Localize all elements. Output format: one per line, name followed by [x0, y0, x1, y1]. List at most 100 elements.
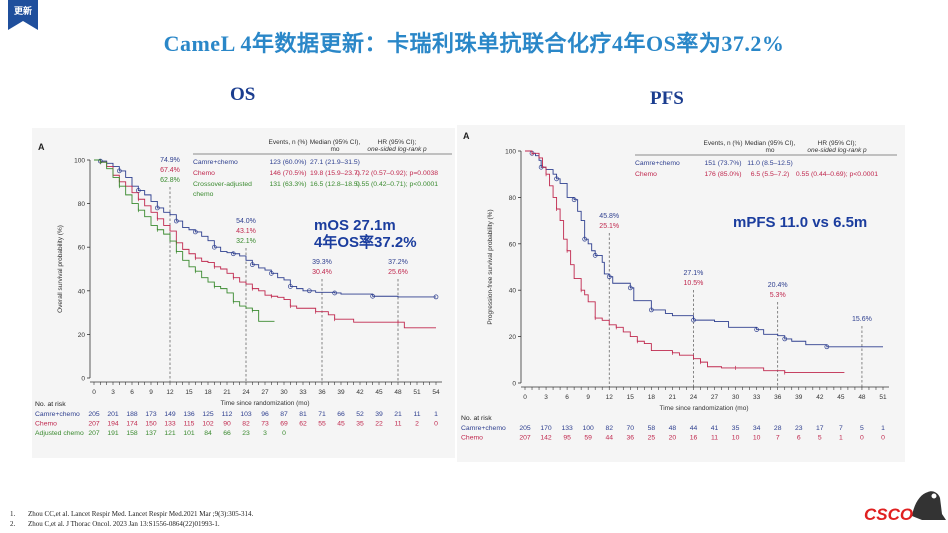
at-risk-value: 102	[202, 421, 214, 428]
at-risk-value: 87	[280, 411, 288, 418]
at-risk-value: 20	[669, 435, 677, 442]
censor-mark	[192, 229, 198, 235]
x-tick-label: 27	[711, 394, 719, 401]
x-tick-label: 9	[586, 394, 590, 401]
censor-mark	[433, 294, 439, 300]
at-risk-value: 142	[540, 435, 552, 442]
x-tick-label: 27	[261, 389, 269, 396]
censor-mark	[332, 290, 338, 296]
censor-mark	[173, 218, 179, 224]
landmark-label: 27.1%	[684, 270, 704, 277]
at-risk-value: 101	[183, 430, 195, 437]
landmark-label: 25.1%	[599, 223, 619, 230]
at-risk-value: 207	[88, 421, 100, 428]
at-risk-value: 82	[242, 421, 250, 428]
censor-mark	[754, 327, 759, 332]
censor-mark	[211, 244, 217, 250]
at-risk-value: 52	[356, 411, 364, 418]
at-risk-row-name: Chemo	[461, 435, 483, 442]
table-header-median-unit: mo	[765, 147, 774, 154]
x-tick-label: 12	[606, 394, 614, 401]
reference-text: Zhou CC,et al. Lancet Respir Med. Lancet…	[28, 510, 254, 518]
at-risk-value: 133	[561, 425, 573, 432]
censor-mark	[554, 176, 559, 182]
table-header-events: Events, n (%)	[703, 140, 742, 147]
km-curve-adjusted	[94, 159, 275, 322]
at-risk-value: 66	[223, 430, 231, 437]
x-axis-label: Time since randomization (mo)	[221, 400, 310, 407]
landmark-label: 43.1%	[236, 228, 256, 235]
landmark-label: 74.9%	[160, 157, 180, 164]
page-title: CameL 4年数据更新：卡瑞利珠单抗联合化疗4年OS率为37.2%	[163, 31, 785, 56]
x-tick-label: 12	[166, 389, 174, 396]
x-tick-label: 54	[432, 389, 440, 396]
x-tick-label: 39	[337, 389, 345, 396]
table-header-hr: HR (95% CI);	[818, 140, 857, 147]
at-risk-value: 34	[753, 425, 761, 432]
x-tick-label: 9	[149, 389, 153, 396]
censor-mark	[592, 253, 598, 258]
x-tick-label: 21	[669, 394, 677, 401]
landmark-label: 45.8%	[599, 213, 619, 220]
censor-mark	[582, 236, 588, 242]
at-risk-value: 125	[202, 411, 214, 418]
table-header-median: Median (95% CI),	[310, 139, 361, 146]
landmark-label: 39.3%	[312, 259, 332, 266]
table-row-median: 27.1 (21.9–31.5)	[310, 159, 360, 166]
censor-mark	[627, 285, 633, 291]
at-risk-value: 22	[375, 421, 383, 428]
x-tick-label: 48	[394, 389, 402, 396]
table-row-events: 176 (85.0%)	[704, 171, 741, 178]
at-risk-value: 82	[605, 425, 613, 432]
at-risk-value: 100	[583, 425, 595, 432]
at-risk-value: 39	[375, 411, 383, 418]
reference-text: Zhou C,et al. J Thorac Oncol. 2023 Jan 1…	[28, 520, 220, 528]
y-tick-label: 100	[74, 158, 85, 165]
at-risk-value: 28	[774, 425, 782, 432]
censor-mark	[268, 271, 274, 276]
x-tick-label: 6	[565, 394, 569, 401]
x-tick-label: 45	[837, 394, 845, 401]
at-risk-value: 0	[282, 430, 286, 437]
at-risk-value: 96	[261, 411, 269, 418]
at-risk-value: 62	[299, 421, 307, 428]
at-risk-value: 174	[126, 421, 138, 428]
y-tick-label: 0	[512, 381, 516, 388]
at-risk-value: 121	[164, 430, 176, 437]
at-risk-value: 1	[434, 411, 438, 418]
at-risk-value: 58	[648, 425, 656, 432]
at-risk-value: 71	[318, 411, 326, 418]
table-row-name: Camre+chemo	[635, 160, 680, 167]
censor-mark	[249, 262, 255, 267]
landmark-label: 25.6%	[388, 269, 408, 276]
at-risk-value: 95	[563, 435, 571, 442]
censor-mark	[606, 274, 612, 280]
landmark-label: 30.4%	[312, 269, 332, 276]
x-tick-label: 15	[627, 394, 635, 401]
landmark-label: 10.5%	[684, 280, 704, 287]
x-tick-label: 30	[280, 389, 288, 396]
panel-label: A	[463, 131, 470, 141]
update-tag-label: 更新	[13, 7, 32, 17]
table-row-median: 11.0 (8.5–12.5)	[747, 160, 793, 167]
censor-mark	[571, 197, 577, 203]
at-risk-value: 35	[356, 421, 364, 428]
x-tick-label: 3	[111, 389, 115, 396]
table-row-events: 123 (60.0%)	[269, 159, 306, 166]
at-risk-value: 55	[318, 421, 326, 428]
censor-mark	[287, 284, 293, 289]
x-tick-label: 36	[318, 389, 326, 396]
at-risk-value: 158	[126, 430, 138, 437]
at-risk-value: 0	[434, 421, 438, 428]
table-row-name: Chemo	[635, 171, 657, 178]
pfs-heading: PFS	[650, 88, 684, 109]
at-risk-value: 149	[164, 411, 176, 418]
landmark-label: 20.4%	[768, 282, 788, 289]
update-tag	[8, 0, 38, 30]
x-tick-label: 18	[204, 389, 212, 396]
at-risk-value: 112	[222, 411, 233, 418]
x-tick-label: 48	[858, 394, 866, 401]
at-risk-value: 45	[337, 421, 345, 428]
table-row-name: Chemo	[193, 170, 215, 177]
y-tick-label: 60	[509, 241, 517, 248]
